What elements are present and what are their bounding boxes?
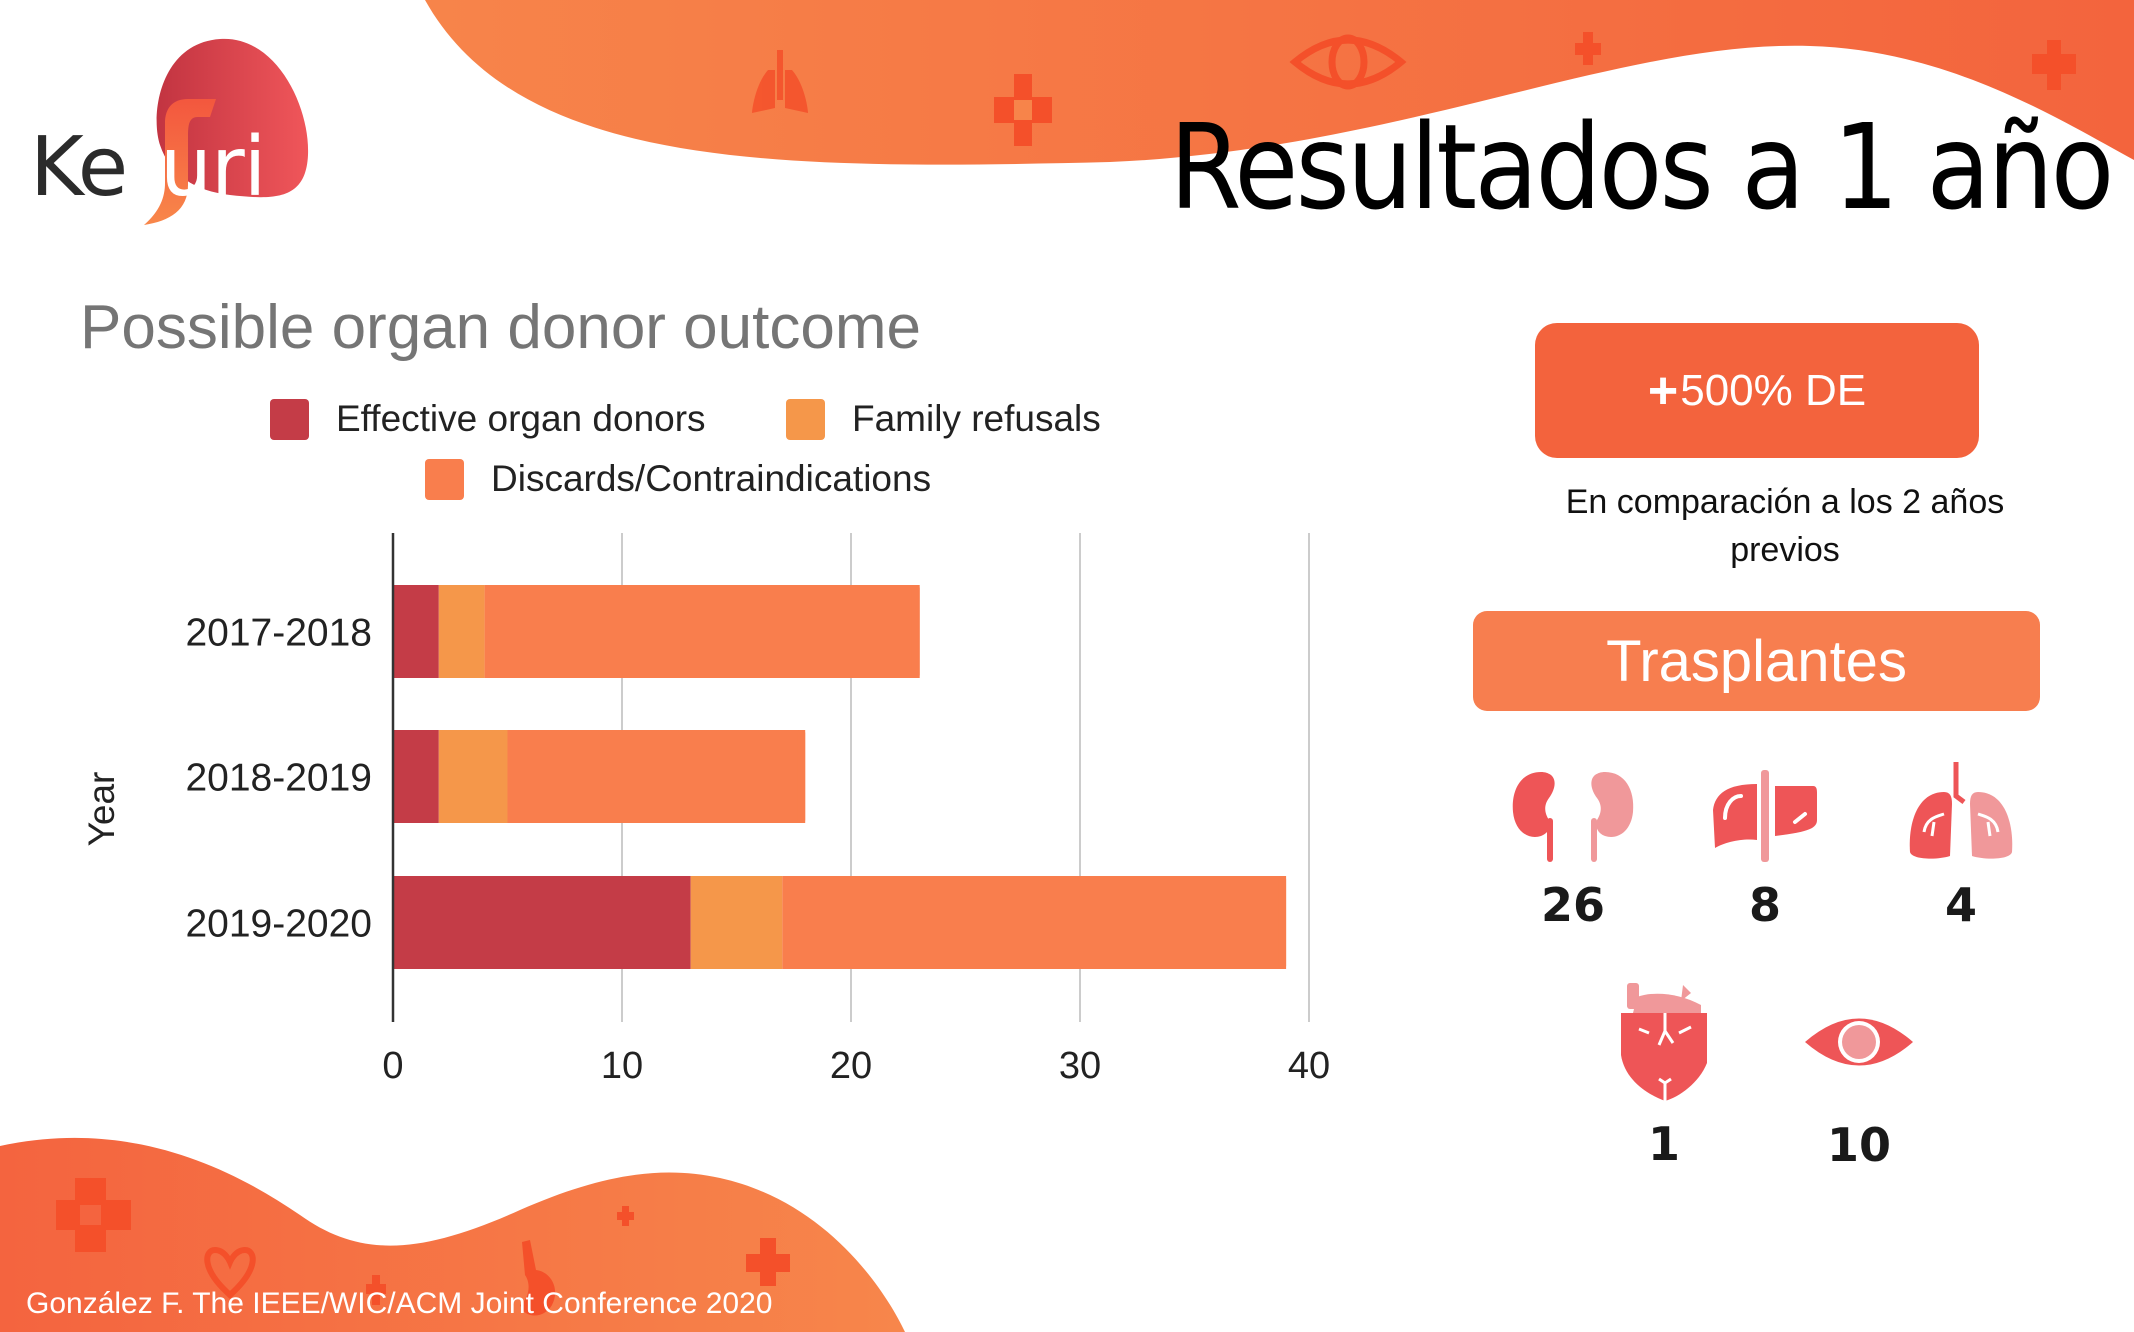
lungs-count: 4 [1944,878,1977,932]
logo-text-uri: uri [160,120,266,215]
heart-decor-icon [204,1246,256,1300]
kidney-logo-icon [144,38,309,225]
top-wave [425,0,2134,165]
stat-note-line2: previos [1730,531,1840,569]
bar-segment-effective-organ-donors-2018-2019 [393,730,439,823]
legend-item-effective-donors: Effective organ donors [270,398,706,440]
legend-item-family-refusals: Family refusals [786,398,1101,440]
legend-swatch [270,398,309,440]
bar-segment-discards-contraindications-2017-2018 [484,585,920,678]
bar-segment-family-refusals-2017-2018 [438,585,485,678]
x-tick-label: 40 [1288,1045,1330,1087]
cross-decor-icon-right [2032,40,2076,90]
y-category-label: 2019-2020 [185,903,372,946]
x-tick-label: 10 [601,1045,643,1087]
stomach-decor-icon [520,1240,556,1316]
bar-end-cap [1278,876,1287,969]
bar-segment-family-refusals-2018-2019 [438,730,508,823]
legend-label: Family refusals [852,398,1101,439]
kidney-count: 26 [1540,878,1605,932]
kefuri-logo: Ke uri [20,25,320,230]
plus-icon: + [1647,361,1679,420]
legend-swatch [786,398,825,440]
organ-heart: 1 [1594,983,1734,1167]
legend-label: Discards/Contraindications [491,458,932,499]
organ-kidney: 26 [1503,770,1643,928]
cross-decor-icon-bottom [56,1178,131,1252]
small-cross-decor-icon [1575,32,1601,65]
legend-item-discards: Discards/Contraindications [425,458,931,500]
logo-text-ke: Ke [30,120,128,215]
eye-icon [1805,1018,1913,1066]
x-tick-label: 0 [382,1045,403,1087]
page-title: Resultados a 1 año [1169,98,2115,236]
small-cross-decor-bottom [366,1206,634,1305]
cross-decor-icon [994,74,1052,146]
organ-eye: 10 [1789,1007,1929,1168]
bar-end-cap [911,585,920,678]
heart-count: 1 [1647,1117,1680,1171]
heart-icon [1621,983,1707,1101]
increase-stat-value: 500% DE [1680,365,1867,415]
liver-icon [1713,770,1817,862]
stat-note: En comparación a los 2 años previos [1480,478,2090,574]
organ-lungs: 4 [1891,762,2031,928]
lungs-icon [1909,762,2013,859]
kidney-icon [1512,772,1634,862]
bar-segment-discards-contraindications-2018-2019 [507,730,806,823]
stat-note-line1: En comparación a los 2 años [1565,483,2005,521]
bottom-wave [0,1137,905,1332]
legend-label: Effective organ donors [336,398,706,439]
bar-segment-effective-organ-donors-2019-2020 [393,876,691,969]
x-tick-label: 20 [830,1045,872,1087]
legend-swatch [425,458,464,500]
x-tick-label: 30 [1059,1045,1101,1087]
y-category-label: 2018-2019 [185,757,372,800]
increase-stat-badge: + 500% DE [1535,323,1979,458]
chart-title: Possible organ donor outcome [80,293,921,362]
eye-decor-icon [1289,34,1407,90]
bar-end-cap [797,730,806,823]
cross-decor-icon-bottom-right [746,1238,790,1286]
y-axis-title: Year [81,772,122,847]
bar-segment-effective-organ-donors-2017-2018 [393,585,439,678]
eye-count: 10 [1826,1118,1891,1172]
lungs-decor-icon [752,50,808,113]
bar-segment-discards-contraindications-2019-2020 [782,876,1287,969]
organ-liver: 8 [1695,770,1835,928]
liver-count: 8 [1748,878,1781,932]
bar-segment-family-refusals-2019-2020 [690,876,783,969]
transplants-heading: Trasplantes [1473,611,2040,711]
citation: González F. The IEEE/WIC/ACM Joint Confe… [26,1287,773,1320]
y-category-label: 2017-2018 [185,612,372,655]
